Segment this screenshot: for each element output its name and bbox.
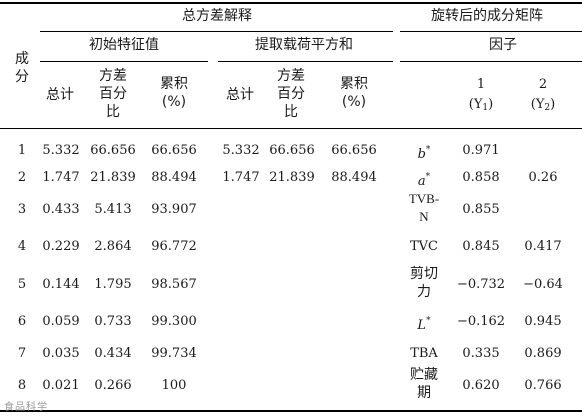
cell-ext-total: 1.747 <box>222 170 260 185</box>
cell-y1: 0.971 <box>462 143 500 158</box>
header-factor2-num: 2 <box>538 77 548 92</box>
cell-init-cum: 100 <box>161 378 187 393</box>
header-component: 成分 <box>15 51 29 85</box>
cell-y1: 0.855 <box>462 202 500 217</box>
header-initial-total: 总计 <box>46 87 74 103</box>
cell-init-total: 0.144 <box>42 277 80 292</box>
header-extraction-cumulative: 累积(%) <box>340 76 368 110</box>
cell-init-cum: 99.734 <box>151 346 197 361</box>
cell-init-var: 66.656 <box>90 143 136 158</box>
cell-init-cum: 66.656 <box>151 143 197 158</box>
cell-component: 8 <box>17 378 27 393</box>
cell-init-cum: 88.494 <box>151 170 197 185</box>
cell-y2: −0.64 <box>523 277 563 292</box>
cell-init-cum: 93.907 <box>151 202 197 217</box>
cell-init-var: 0.266 <box>94 378 132 393</box>
cell-ext-total: 5.332 <box>222 143 260 158</box>
cell-y2: 0.26 <box>528 170 558 185</box>
cell-init-var: 5.413 <box>94 202 132 217</box>
header-factor: 因子 <box>489 37 517 53</box>
cell-y1: 0.620 <box>462 378 500 393</box>
cell-init-var: 0.434 <box>94 346 132 361</box>
cell-y1: −0.732 <box>456 277 506 292</box>
cell-init-total: 5.332 <box>42 143 80 158</box>
cell-indicator: a* <box>417 172 431 189</box>
cell-component: 3 <box>17 202 27 217</box>
cell-indicator: b* <box>417 145 431 162</box>
group-rule-rotated-matrix <box>400 31 582 32</box>
group-rule-initial <box>40 61 208 62</box>
header-factor1-label: (Y1) <box>468 97 494 113</box>
cell-indicator: TBA <box>410 346 438 361</box>
cell-init-total: 0.021 <box>42 378 80 393</box>
group-rule-extraction <box>218 61 393 62</box>
cell-ext-var: 66.656 <box>269 143 315 158</box>
cell-component: 5 <box>17 277 27 292</box>
cell-indicator: TVC <box>409 239 439 254</box>
cell-init-cum: 98.567 <box>151 277 197 292</box>
cell-init-var: 1.795 <box>94 277 132 292</box>
header-factor2-label: (Y2) <box>530 97 556 113</box>
cell-init-total: 0.035 <box>42 346 80 361</box>
cell-ext-cum: 88.494 <box>331 170 377 185</box>
cell-indicator: 贮藏期 <box>410 367 438 401</box>
cell-component: 4 <box>17 239 27 254</box>
header-initial-eigenvalues: 初始特征值 <box>89 37 159 53</box>
cell-component: 2 <box>17 170 27 185</box>
cell-ext-cum: 66.656 <box>331 143 377 158</box>
cell-init-total: 0.229 <box>42 239 80 254</box>
cell-y2: 0.417 <box>524 239 562 254</box>
header-extraction-sums: 提取载荷平方和 <box>255 37 353 53</box>
header-initial-cumulative: 累积(%) <box>160 76 188 110</box>
cell-indicator: L* <box>417 316 431 333</box>
cell-y2: 0.945 <box>524 314 562 329</box>
cell-init-cum: 96.772 <box>151 239 197 254</box>
header-extraction-variance-pct: 方差百分比 <box>277 68 305 120</box>
header-total-variance: 总方差解释 <box>182 8 252 24</box>
group-rule-factor <box>400 61 582 62</box>
cell-init-total: 0.059 <box>42 314 80 329</box>
cell-y1: 0.845 <box>462 239 500 254</box>
cell-component: 6 <box>17 314 27 329</box>
cell-y1: −0.162 <box>456 314 506 329</box>
cell-y1: 0.858 <box>462 170 500 185</box>
cell-init-var: 2.864 <box>94 239 132 254</box>
cell-init-var: 0.733 <box>94 314 132 329</box>
header-factor1-num: 1 <box>476 77 486 92</box>
header-extraction-total: 总计 <box>226 87 254 103</box>
header-rotated-matrix: 旋转后的成分矩阵 <box>431 8 543 24</box>
cell-init-cum: 99.300 <box>151 314 197 329</box>
cell-indicator: 剪切力 <box>410 266 438 300</box>
cell-ext-var: 21.839 <box>269 170 315 185</box>
header-bottom-rule <box>0 128 582 129</box>
header-initial-variance-pct: 方差百分比 <box>99 68 127 120</box>
cell-y2: 0.766 <box>524 378 562 393</box>
cell-y1: 0.335 <box>462 346 500 361</box>
table-top-rule <box>0 2 582 4</box>
watermark: 食品科学 <box>4 402 48 413</box>
group-rule-total-variance <box>40 31 393 32</box>
cell-init-var: 21.839 <box>90 170 136 185</box>
table-bottom-rule <box>0 410 582 412</box>
cell-y2: 0.869 <box>524 346 562 361</box>
cell-init-total: 1.747 <box>42 170 80 185</box>
cell-init-total: 0.433 <box>42 202 80 217</box>
cell-component: 7 <box>17 346 27 361</box>
cell-indicator: TVB-N <box>408 191 440 224</box>
cell-component: 1 <box>17 143 27 158</box>
